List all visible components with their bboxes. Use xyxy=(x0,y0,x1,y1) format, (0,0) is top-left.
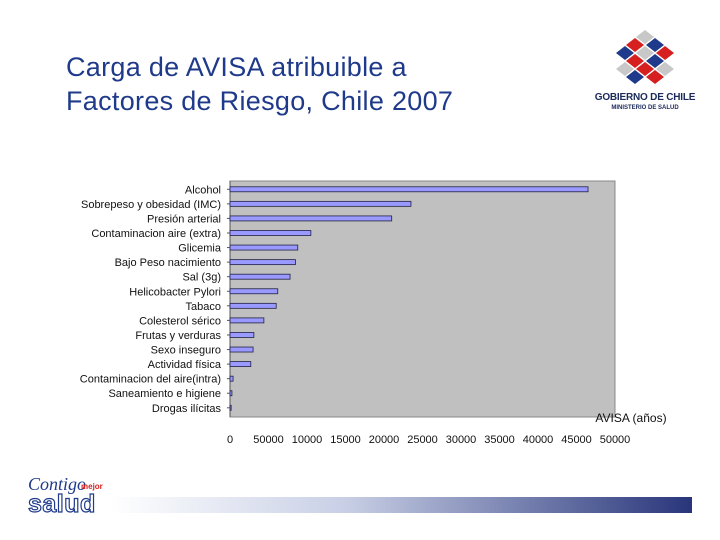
x-tick-label: 50000 xyxy=(600,434,631,446)
logo-salud-text: salud xyxy=(27,489,96,518)
bar xyxy=(229,244,299,251)
category-label: Contaminacion del aire(intra) xyxy=(80,374,221,386)
category-label: Bajo Peso nacimiento xyxy=(115,257,221,269)
bar xyxy=(229,317,265,324)
bar xyxy=(229,390,233,397)
slide-title-line-1: Carga de AVISA atribuible a xyxy=(66,52,407,82)
bar xyxy=(229,302,277,309)
category-label: Sal (3g) xyxy=(182,272,221,284)
x-tick-label: 50000 xyxy=(253,434,284,446)
bar xyxy=(229,230,312,236)
x-tick-label: 0 xyxy=(227,434,233,446)
bar xyxy=(229,332,255,338)
category-label: Helicobacter Pylori xyxy=(129,286,221,298)
category-label: Alcohol xyxy=(185,184,221,196)
bar xyxy=(229,215,393,222)
footer-band xyxy=(110,497,692,513)
bar xyxy=(229,361,252,367)
x-tick-label: 30000 xyxy=(446,434,477,446)
category-label: Glicemia xyxy=(178,243,222,255)
slide-title: Carga de AVISA atribuible a Factores de … xyxy=(66,50,566,118)
category-label: Frutas y verduras xyxy=(135,330,221,342)
category-label: Actividad física xyxy=(148,359,222,371)
contigo-mejor-salud-logo: Contigo mejor salud xyxy=(26,474,110,519)
logo-line-1: GOBIERNO DE CHILE xyxy=(594,92,696,103)
x-tick-label: 25000 xyxy=(407,434,438,446)
bar-chart: Alcohol Sobrepeso y obesidad (IMC) Presión… xyxy=(80,180,667,446)
bar xyxy=(229,200,412,207)
logo-mejor-text: mejor xyxy=(81,482,103,491)
x-tick-label: 35000 xyxy=(484,434,515,446)
category-label: Saneamiento e higiene xyxy=(108,388,221,400)
logo-line-2: MINISTERIO DE SALUD xyxy=(611,105,679,111)
bar xyxy=(229,186,589,193)
bar xyxy=(229,259,296,266)
x-tick-label: 20000 xyxy=(369,434,400,446)
category-label: Sobrepeso y obesidad (IMC) xyxy=(81,199,221,211)
x-tick-label: 10000 xyxy=(292,434,323,446)
gobierno-emblem-icon xyxy=(616,30,674,84)
category-label: Drogas ilícitas xyxy=(152,403,222,415)
category-label: Contaminacion aire (extra) xyxy=(91,228,221,240)
category-label: Colesterol sérico xyxy=(139,315,221,327)
x-tick-label: 45000 xyxy=(561,434,592,446)
bar xyxy=(229,346,254,353)
x-tick-label: 15000 xyxy=(330,434,361,446)
category-label: Presión arterial xyxy=(147,213,221,225)
slide-title-line-2: Factores de Riesgo, Chile 2007 xyxy=(66,86,454,116)
bar xyxy=(229,288,279,295)
bar xyxy=(229,375,234,382)
gobierno-logo: GOBIERNO DE CHILE MINISTERIO DE SALUD xyxy=(590,26,700,126)
x-axis-label: AVISA (años) xyxy=(595,411,666,425)
category-label: Sexo inseguro xyxy=(151,345,221,357)
bar xyxy=(229,404,232,411)
category-label: Tabaco xyxy=(186,301,221,313)
logo-contigo-text: Contigo xyxy=(28,474,87,494)
bar xyxy=(229,273,291,280)
x-tick-label: 40000 xyxy=(523,434,554,446)
